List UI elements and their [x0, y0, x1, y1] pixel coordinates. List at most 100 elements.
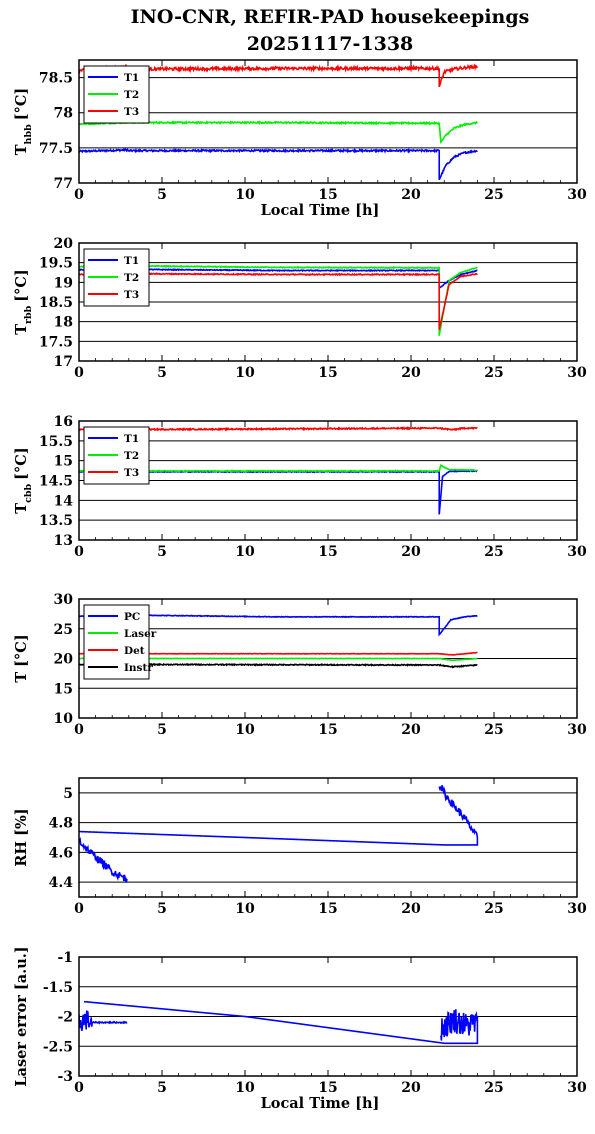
y-axis-label-subscript: rbb — [23, 305, 34, 324]
x-tick-label: 25 — [484, 1080, 503, 1096]
y-tick-label: 20 — [54, 652, 74, 668]
y-tick-label: 10 — [54, 711, 74, 727]
y-tick-label: -2.5 — [43, 1039, 73, 1055]
x-tick-label: 0 — [74, 901, 84, 917]
legend-label-t2: T2 — [124, 272, 139, 284]
x-tick-label: 5 — [157, 187, 167, 203]
y-tick-label: 14 — [54, 493, 74, 509]
y-tick-label: 18.5 — [39, 295, 73, 311]
y-tick-label: 16 — [54, 414, 73, 430]
x-tick-label: 25 — [484, 901, 503, 917]
x-tick-label: 25 — [484, 187, 503, 203]
y-tick-label: -1 — [57, 950, 73, 966]
y-axis-label-unit: [°C] — [13, 269, 30, 302]
y-axis-label-unit: [°C] — [13, 88, 30, 121]
x-tick-label: 30 — [567, 187, 587, 203]
series-line-data-1 — [79, 836, 128, 884]
y-axis-label-subscript: hbb — [23, 124, 34, 145]
y-axis-label: Tcbb [°C] — [13, 447, 34, 513]
y-tick-label: 14.5 — [39, 474, 73, 490]
series-group — [79, 785, 479, 884]
y-axis-label-main: Laser error [a.u.] — [13, 946, 30, 1086]
x-tick-label: 15 — [318, 722, 337, 738]
x-tick-label: 5 — [157, 722, 167, 738]
x-tick-label: 10 — [235, 1080, 255, 1096]
y-tick-label: -1.5 — [43, 980, 73, 996]
y-tick-label: 78 — [54, 106, 73, 122]
y-tick-label: 13.5 — [39, 513, 73, 529]
legend-label-t1: T1 — [124, 72, 139, 84]
y-tick-label: 20 — [54, 236, 74, 252]
x-tick-label: 20 — [401, 1080, 421, 1096]
y-axis-label-main: RH [%] — [13, 808, 30, 866]
y-tick-label: 17 — [54, 354, 73, 370]
series-group — [79, 1000, 479, 1045]
x-tick-label: 25 — [484, 722, 503, 738]
x-axis-label: Local Time [h] — [261, 1095, 380, 1112]
chart-panel-1: 0 5 10 15 20 25 30 77 77.5 78 78.5 Local Time [h] Th… — [13, 59, 587, 219]
y-axis-label-subscript: cbb — [23, 483, 34, 502]
figure-title-line2: 20251117-1338 — [247, 33, 414, 55]
x-tick-label: 20 — [401, 722, 421, 738]
x-tick-label: 0 — [74, 1080, 84, 1096]
y-axis-label: Laser error [a.u.] — [13, 946, 30, 1086]
legend-label-t1: T1 — [124, 255, 139, 267]
figure-title-line1: INO-CNR, REFIR-PAD housekeepings — [131, 6, 530, 28]
legend-label-det: Det — [124, 645, 145, 657]
legend-label-laser: Laser — [124, 628, 157, 640]
plot-frame — [78, 59, 578, 184]
y-tick-label: 19 — [54, 275, 73, 291]
x-tick-label: 5 — [157, 1080, 167, 1096]
y-axis-label-main: T — [13, 144, 30, 155]
chart-panel-3: 0 5 10 15 20 25 30 13 13.5 14 14.5 15 15.5 16 Tcbb [°C]… — [13, 414, 587, 560]
y-tick-label: 15 — [54, 681, 73, 697]
x-tick-label: 0 — [74, 544, 84, 560]
x-tick-label: 10 — [235, 544, 255, 560]
x-tick-label: 25 — [484, 544, 503, 560]
x-tick-label: 5 — [157, 544, 167, 560]
x-tick-label: 30 — [567, 1080, 587, 1096]
x-tick-label: 15 — [318, 901, 337, 917]
legend-label-t3: T3 — [124, 106, 139, 118]
y-axis-label-main: T — [13, 503, 30, 514]
x-tick-label: 0 — [74, 365, 84, 381]
y-tick-label: 4.6 — [49, 845, 73, 861]
y-tick-label: 17.5 — [39, 334, 73, 350]
series-line-data-2 — [91, 1020, 128, 1025]
chart-panel-6: 0 5 10 15 20 25 30 -3 -2.5 -2 -1.5 -1 Local Time [h]… — [13, 946, 587, 1112]
y-axis-label-main: T — [13, 324, 30, 335]
chart-panel-4: 0 5 10 15 20 25 30 10 15 20 25 30 T [°C] PC Laser Det In… — [13, 592, 587, 738]
x-axis-label: Local Time [h] — [261, 202, 380, 219]
y-axis-label: Thbb [°C] — [13, 88, 34, 156]
plot-frame — [78, 777, 578, 898]
y-tick-label: 15 — [54, 454, 73, 470]
y-axis-label: T [°C] — [13, 634, 30, 682]
series-line-t1 — [79, 147, 478, 181]
y-tick-label: 78.5 — [39, 71, 73, 87]
y-tick-label: 13 — [54, 533, 73, 549]
y-tick-label: 18 — [54, 315, 73, 331]
legend-label-pc: PC — [124, 611, 140, 623]
x-tick-label: 20 — [401, 544, 421, 560]
y-tick-label: 77.5 — [39, 141, 73, 157]
y-tick-label: -2 — [57, 1010, 73, 1026]
y-axis-label-main: T [°C] — [13, 634, 30, 682]
x-tick-label: 10 — [235, 187, 255, 203]
x-tick-label: 30 — [567, 365, 587, 381]
series-line-data-1 — [79, 1010, 94, 1032]
y-axis-label: RH [%] — [13, 808, 30, 866]
y-tick-label: 25 — [54, 622, 73, 638]
y-tick-label: 30 — [54, 592, 74, 608]
legend-label-t2: T2 — [124, 450, 139, 462]
y-axis-label-unit: [°C] — [13, 447, 30, 480]
x-tick-label: 10 — [235, 365, 255, 381]
chart-panel-2: 0 5 10 15 20 25 30 17 17.5 18 18.5 19 19.5 20 Trbb [°C]… — [13, 236, 587, 381]
legend-label-t2: T2 — [124, 89, 139, 101]
y-tick-label: 77 — [54, 176, 73, 192]
x-tick-label: 0 — [74, 187, 84, 203]
x-tick-label: 15 — [318, 187, 337, 203]
x-tick-label: 0 — [74, 722, 84, 738]
x-tick-label: 5 — [157, 365, 167, 381]
y-tick-label: 4.4 — [49, 875, 74, 891]
